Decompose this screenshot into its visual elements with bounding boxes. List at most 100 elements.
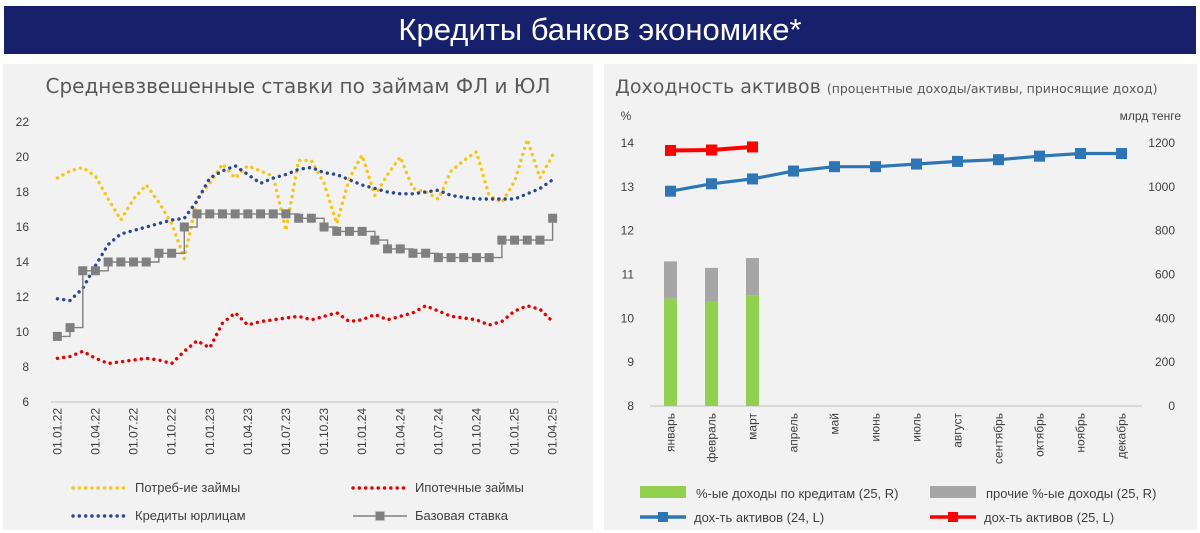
x-tick-label: январь <box>664 413 678 452</box>
x-tick-label: 01.01.23 <box>203 408 217 455</box>
y-tick-label: 6 <box>22 395 29 409</box>
series-line-2 <box>55 164 555 303</box>
data-point-marker <box>747 141 758 153</box>
page-title: Кредиты банков экономике* <box>398 12 802 47</box>
legend-item: %-ые доходы по кредитам (25, R) <box>640 486 899 501</box>
legend-marker <box>658 512 668 522</box>
x-tick-label: ноябрь <box>1074 413 1088 453</box>
x-tick-label: 01.07.23 <box>279 408 293 455</box>
bar-other-income <box>746 258 759 296</box>
data-point-marker <box>484 253 494 263</box>
series-1 <box>55 304 555 366</box>
data-point-marker <box>665 144 676 156</box>
data-point-marker <box>205 209 215 219</box>
data-point-marker <box>993 154 1004 166</box>
y-right-tick-label: 200 <box>1155 355 1175 369</box>
data-point-marker <box>217 209 227 219</box>
data-point-marker <box>129 257 139 267</box>
data-point-marker <box>154 248 164 258</box>
bar-loan-income <box>746 295 759 406</box>
data-point-marker <box>319 222 329 232</box>
x-tick-label: 01.07.22 <box>127 408 141 455</box>
chart-panel-rates: Средневзвешенные ставки по займам ФЛ и Ю… <box>3 64 593 530</box>
x-tick-label: 01.01.22 <box>50 408 64 455</box>
y-right-axis-label: млрд тенге <box>1120 109 1182 123</box>
x-tick-label: 01.04.23 <box>241 408 255 455</box>
y-tick-label: 18 <box>16 185 30 199</box>
series-2 <box>55 164 555 303</box>
data-point-marker <box>433 253 443 263</box>
legend-label: Потреб-ие займы <box>135 480 240 495</box>
y-left-tick-label: 11 <box>622 268 635 282</box>
data-point-marker <box>256 209 266 219</box>
x-tick-label: 01.01.25 <box>508 408 522 455</box>
bars <box>664 258 759 406</box>
y-left-axis-label: % <box>621 109 632 123</box>
series-line-2 <box>670 151 1122 193</box>
data-point-marker <box>332 226 342 236</box>
y-tick-label: 16 <box>16 220 30 234</box>
legend-swatch <box>640 486 686 498</box>
legend-item: дох-ть активов (25, L) <box>930 510 1114 525</box>
data-point-marker <box>788 165 799 177</box>
data-point-marker <box>471 253 481 263</box>
data-point-marker <box>243 209 253 219</box>
series-line-1 <box>55 304 555 366</box>
legend-label: Ипотечные займы <box>415 480 524 495</box>
data-point-marker <box>421 248 431 258</box>
y-right-tick-label: 1000 <box>1148 180 1175 194</box>
x-tick-label: апрель <box>787 413 801 452</box>
data-point-marker <box>1116 148 1127 160</box>
legend-item: Потреб-ие займы <box>71 480 240 495</box>
legend-swatch <box>930 486 976 498</box>
data-point-marker <box>294 213 304 223</box>
series-line-0 <box>55 137 555 261</box>
data-point-marker <box>497 235 507 245</box>
data-point-marker <box>383 244 393 254</box>
series-3 <box>52 209 558 341</box>
y-tick-label: 8 <box>22 360 29 374</box>
chart-title: Средневзвешенные ставки по займам ФЛ и Ю… <box>46 74 551 98</box>
chart-title: Доходность активов <box>615 76 821 98</box>
legend-item: прочие %-ые доходы (25, R) <box>930 486 1156 501</box>
data-point-marker <box>510 235 520 245</box>
data-point-marker <box>952 155 963 167</box>
x-tick-label: февраль <box>705 413 719 463</box>
data-point-marker <box>408 248 418 258</box>
data-point-marker <box>548 213 558 223</box>
data-point-marker <box>344 226 354 236</box>
legend-label: Базовая ставка <box>415 508 509 523</box>
y-left-tick-label: 8 <box>627 399 634 413</box>
legend-item: Ипотечные займы <box>351 480 524 495</box>
data-point-marker <box>911 158 922 170</box>
page-banner: Кредиты банков экономике* <box>4 6 1196 54</box>
data-point-marker <box>1034 150 1045 162</box>
x-tick-label: 01.04.25 <box>546 408 560 455</box>
series-0 <box>55 137 555 261</box>
data-point-marker <box>179 222 189 232</box>
data-point-marker <box>665 185 676 197</box>
legend-label: Кредиты юрлицам <box>135 508 246 523</box>
legend-label: %-ые доходы по кредитам (25, R) <box>696 486 899 501</box>
data-point-marker <box>103 257 113 267</box>
data-point-marker <box>192 209 202 219</box>
data-point-marker <box>747 173 758 185</box>
data-point-marker <box>1075 148 1086 160</box>
data-point-marker <box>167 248 177 258</box>
x-tick-label: 01.10.22 <box>165 408 179 455</box>
data-point-marker <box>65 323 75 333</box>
legend-label: дох-ть активов (24, L) <box>694 510 824 525</box>
bar-other-income <box>664 261 677 299</box>
y-tick-label: 12 <box>16 290 30 304</box>
y-right-tick-label: 600 <box>1155 268 1175 282</box>
data-point-marker <box>230 209 240 219</box>
x-tick-label: март <box>746 413 760 440</box>
bar-loan-income <box>705 301 718 406</box>
x-tick-label: 01.01.24 <box>355 408 369 455</box>
x-tick-label: 01.10.23 <box>317 408 331 455</box>
data-point-marker <box>357 226 367 236</box>
data-point-marker <box>706 144 717 156</box>
y-tick-label: 20 <box>16 150 30 164</box>
legend-marker <box>375 511 385 521</box>
y-right-tick-label: 1200 <box>1148 136 1175 150</box>
